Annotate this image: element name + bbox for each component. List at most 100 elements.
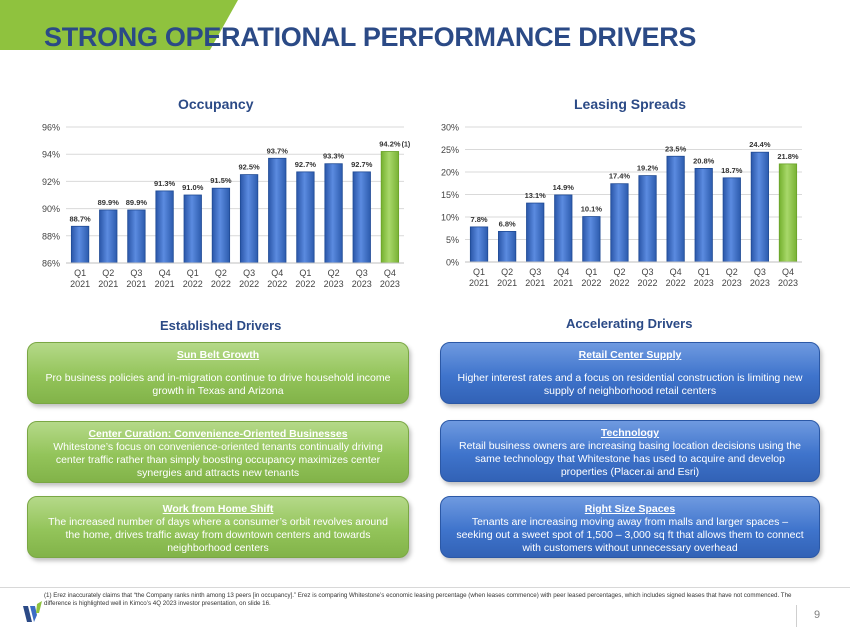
bar [554,194,573,263]
x-tick-label: Q1 [299,268,311,278]
bar [722,177,741,263]
bar [70,225,90,264]
x-tick-label: Q3 [642,267,654,277]
x-tick-label: Q3 [356,268,368,278]
work-from-home-card: Work from Home Shift The increased numbe… [27,496,409,558]
x-tick-label: Q1 [473,267,485,277]
right-size-spaces-card: Right Size Spaces Tenants are increasing… [440,496,820,558]
x-tick-label: Q4 [782,267,794,277]
data-label: 91.5% [210,176,232,185]
data-label: 92.7% [351,160,373,169]
data-label: 21.8% [777,152,799,161]
card-title: Center Curation: Convenience-Oriented Bu… [88,428,348,440]
x-tick-year: 2022 [609,278,629,288]
card-text: Retail business owners are increasing ba… [458,440,802,478]
bar [694,168,713,263]
data-label: 24.4% [749,140,771,149]
x-tick-label: Q4 [557,267,569,277]
card-title: Work from Home Shift [162,503,274,515]
data-label: 92.7% [295,160,317,169]
y-tick-label: 90% [42,204,60,214]
technology-card: Technology Retail business owners are in… [440,420,820,482]
x-tick-year: 2023 [694,278,714,288]
bar [296,171,315,264]
x-tick-year: 2021 [469,278,489,288]
x-tick-year: 2021 [155,279,175,289]
bar [127,209,146,264]
y-tick-label: 25% [441,145,459,155]
sun-belt-growth-card: Sun Belt Growth Pro business policies an… [27,342,409,404]
data-label: 91.0% [182,183,204,192]
x-tick-year: 2023 [750,278,770,288]
x-tick-year: 2023 [722,278,742,288]
y-tick-label: 88% [42,231,60,241]
data-label: 20.8% [693,156,715,165]
x-tick-year: 2021 [126,279,146,289]
y-tick-label: 30% [441,123,459,133]
card-title: Right Size Spaces [584,503,676,515]
y-tick-label: 20% [441,168,459,178]
x-tick-year: 2022 [638,278,658,288]
bar [268,157,287,264]
footnote: (1) Erez inaccurately claims that “the C… [44,592,792,607]
x-tick-year: 2023 [324,279,344,289]
x-tick-year: 2022 [211,279,231,289]
x-tick-label: Q3 [529,267,541,277]
data-label: 91.3% [154,179,176,188]
footer-rule [0,587,850,588]
data-label: 6.8% [499,219,516,228]
bar [155,190,174,264]
data-label: 89.9% [98,198,120,207]
card-text: Tenants are increasing moving away from … [456,516,804,554]
x-tick-year: 2023 [778,278,798,288]
x-tick-year: 2021 [497,278,517,288]
y-tick-label: 96% [42,123,60,133]
footnote-marker: (1) [402,141,411,148]
card-text: Whitestone’s focus on convenience-orient… [53,441,383,479]
x-tick-year: 2021 [525,278,545,288]
bar [239,174,259,264]
center-curation-card: Center Curation: Convenience-Oriented Bu… [27,421,409,483]
x-tick-year: 2022 [581,278,601,288]
x-tick-label: Q4 [384,268,396,278]
established-drivers-heading: Established Drivers [160,318,282,333]
bar [380,151,400,264]
x-tick-label: Q2 [215,268,227,278]
card-text: The increased number of days where a con… [48,516,388,554]
data-label: 19.2% [637,164,659,173]
page-title: STRONG OPERATIONAL PERFORMANCE DRIVERS [44,22,697,52]
bar [352,171,371,264]
bar [99,209,118,264]
y-tick-label: 10% [441,213,459,223]
y-tick-label: 86% [42,259,60,269]
data-label: 23.5% [665,144,687,153]
x-tick-label: Q2 [328,268,340,278]
card-title: Retail Center Supply [578,349,682,361]
y-tick-label: 5% [446,235,459,245]
x-tick-year: 2023 [352,279,372,289]
bar [211,187,231,264]
x-tick-label: Q4 [670,267,682,277]
card-text: Pro business policies and in-migration c… [45,372,391,397]
accelerating-drivers-heading: Accelerating Drivers [566,316,693,331]
data-label: 14.9% [553,183,575,192]
x-tick-year: 2022 [183,279,203,289]
data-label: 13.1% [525,191,547,200]
y-tick-label: 0% [446,258,459,268]
y-tick-label: 92% [42,177,60,187]
x-tick-year: 2021 [70,279,90,289]
x-tick-label: Q1 [698,267,710,277]
x-tick-year: 2022 [239,279,259,289]
x-tick-year: 2021 [553,278,573,288]
bar [498,231,517,263]
bar [582,216,601,263]
x-tick-label: Q1 [74,268,86,278]
x-tick-label: Q3 [754,267,766,277]
x-tick-label: Q3 [243,268,255,278]
y-tick-label: 94% [42,150,60,160]
bar [526,202,545,263]
data-label: 88.7% [69,214,91,223]
bar [750,151,769,263]
data-label: 94.2% [379,139,401,148]
bar [638,175,657,263]
